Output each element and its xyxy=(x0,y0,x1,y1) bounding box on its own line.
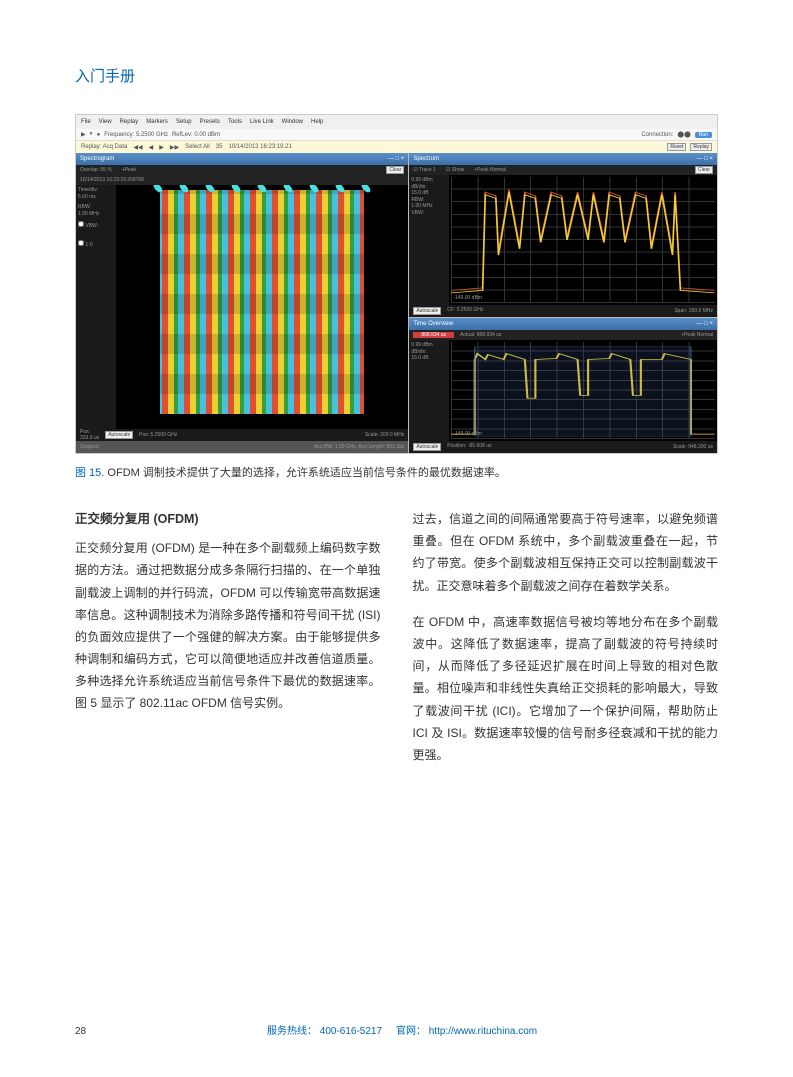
pos-freq: Pos: 5.2500 GHz xyxy=(139,432,177,438)
peak-label: +Peak xyxy=(122,167,136,173)
spectrum-sidebar: 0.99 dBm dB/div: 15.0 dB RBW: 1.00 MHz V… xyxy=(409,175,449,305)
autoscale-button[interactable]: Autoscale xyxy=(413,307,441,315)
replay-index: 35 xyxy=(216,144,223,150)
trace-checkbox[interactable] xyxy=(78,240,84,246)
page-footer: 28 服务热线： 400-616-5217 官网： http://www.rit… xyxy=(75,1022,718,1037)
spectrogram-sidebar: Time/div: 5.60 ms RBW: 1.00 MHz VBW: 1-0 xyxy=(76,185,116,429)
replay-label: Replay: Acq Data xyxy=(81,144,127,150)
menu-help[interactable]: Help xyxy=(311,119,323,125)
menu-setup[interactable]: Setup xyxy=(176,119,192,125)
clear-button[interactable]: Clear xyxy=(386,166,404,174)
window-controls-icon[interactable]: — □ × xyxy=(388,156,404,162)
time-overview-panel: Time Overview — □ × 868.934 us Actual: 8… xyxy=(409,318,717,453)
column-left: 正交频分复用 (OFDM) 正交频分复用 (OFDM) 是一种在多个副载频上编码… xyxy=(75,508,381,780)
autoscale-button[interactable]: Autoscale xyxy=(413,443,441,451)
menu-livelink[interactable]: Live Link xyxy=(250,119,274,125)
spectrum-panel: Spectrum — □ × ☑ Trace 1 ☑ Show +Peak No… xyxy=(409,153,717,318)
window-controls-icon[interactable]: — □ × xyxy=(697,156,713,162)
window-controls-icon[interactable]: — □ × xyxy=(697,321,713,327)
pause-icon[interactable]: ⏸ xyxy=(90,131,93,138)
replay-bar: Replay: Acq Data ◀◀ ◀ ▶ ▶▶ Select All 35… xyxy=(76,141,717,153)
menu-window[interactable]: Window xyxy=(282,119,303,125)
prev-icon[interactable]: ◀◀ xyxy=(133,144,142,151)
website-link[interactable]: http://www.rituchina.com xyxy=(429,1026,537,1037)
next-icon[interactable]: ▶▶ xyxy=(170,144,179,151)
reflev-label: RefLev: 0.00 dBm xyxy=(172,132,220,138)
section-title: 正交频分复用 (OFDM) xyxy=(75,508,381,531)
paragraph: 在 OFDM 中，高速率数据信号被均等地分布在多个副载波中。这降低了数据速率，提… xyxy=(413,611,719,766)
spectrogram-plot[interactable] xyxy=(116,185,408,429)
menu-presets[interactable]: Presets xyxy=(200,119,220,125)
menu-tools[interactable]: Tools xyxy=(228,119,242,125)
play-icon[interactable]: ▶ xyxy=(81,131,86,138)
body-columns: 正交频分复用 (OFDM) 正交频分复用 (OFDM) 是一种在多个副载频上编码… xyxy=(75,508,718,780)
pos-label: Pos: 333.9 us xyxy=(80,429,99,441)
autoscale-button[interactable]: Autoscale xyxy=(105,431,133,439)
stopped-label: Stopped xyxy=(80,444,99,450)
vbw-checkbox[interactable] xyxy=(78,221,84,227)
app-toolbar: ▶ ⏸ ● Frequency: 5.2500 GHz RefLev: 0.00… xyxy=(76,129,717,141)
paragraph: 正交频分复用 (OFDM) 是一种在多个副载频上编码数字数据的方法。通过把数据分… xyxy=(75,537,381,715)
page-header: 入门手册 xyxy=(75,65,718,86)
page-number: 28 xyxy=(75,1026,86,1037)
overlap-label: Overlap: 95 % xyxy=(80,167,112,173)
menu-replay[interactable]: Replay xyxy=(120,119,139,125)
spectrogram-title: Spectrogram xyxy=(80,156,114,162)
replay-timestamp: 10/14/2013 16:23:19.21 xyxy=(228,144,291,150)
reset-button[interactable]: Reset xyxy=(667,143,686,151)
spectrum-trace-yellow xyxy=(451,192,715,293)
spectrogram-panel: Spectrogram — □ × Overlap: 95 % +Peak Cl… xyxy=(76,153,409,453)
connection-icon: ⬤⬤ xyxy=(677,131,690,138)
record-icon[interactable]: ● xyxy=(97,132,101,138)
figure-label: 图 15. xyxy=(75,467,104,479)
menu-view[interactable]: View xyxy=(99,119,112,125)
paragraph: 过去，信道之间的间隔通常要高于符号速率，以避免频谱重叠。但在 OFDM 系统中，… xyxy=(413,508,719,597)
app-screenshot: File View Replay Markers Setup Presets T… xyxy=(75,114,718,454)
rbw-label: RBW: 1.00 MHz xyxy=(78,204,114,217)
select-all[interactable]: Select All xyxy=(185,144,210,150)
figure-caption: 图 15. OFDM 调制技术提供了大量的选择，允许系统适应当前信号条件的最优数… xyxy=(75,464,718,480)
run-button[interactable]: Run xyxy=(695,132,712,138)
time-sidebar: 0.99 dBm dB/div: 15.0 dB xyxy=(409,340,449,441)
selection-region xyxy=(475,347,691,436)
spectrum-title: Spectrum xyxy=(413,156,439,162)
hotline-number: 400-616-5217 xyxy=(320,1026,382,1037)
acq-info: Acq BW: 1.00 GHz, Acq Length: 951.3ds xyxy=(314,444,404,450)
column-right: 过去，信道之间的间隔通常要高于符号速率，以避免频谱重叠。但在 OFDM 系统中，… xyxy=(413,508,719,780)
website-label: 官网： xyxy=(396,1026,426,1037)
menu-file[interactable]: File xyxy=(81,119,91,125)
menu-markers[interactable]: Markers xyxy=(146,119,168,125)
next-step-icon[interactable]: ▶ xyxy=(159,144,164,151)
prev-step-icon[interactable]: ◀ xyxy=(149,144,154,151)
scale-label: Scale: 200.0 MHz xyxy=(365,432,404,438)
hotline-label: 服务热线： xyxy=(267,1026,317,1037)
time-plot[interactable]: -149.00 dBm xyxy=(451,342,715,439)
replay-button[interactable]: Replay xyxy=(690,143,712,151)
clear-button[interactable]: Clear xyxy=(695,166,713,174)
figure-caption-text: OFDM 调制技术提供了大量的选择，允许系统适应当前信号条件的最优数据速率。 xyxy=(104,467,506,479)
app-menubar: File View Replay Markers Setup Presets T… xyxy=(76,115,717,129)
spectrum-plot[interactable]: -149.00 dBm xyxy=(451,177,715,303)
freq-label: Frequency: 5.2500 GHz xyxy=(104,132,168,138)
spectrogram-timestamp: 10/14/2013 16:23:19.208768 xyxy=(80,177,144,183)
timediv-label: Time/div: 5.60 ms xyxy=(78,187,114,200)
time-title: Time Overview xyxy=(413,321,453,327)
